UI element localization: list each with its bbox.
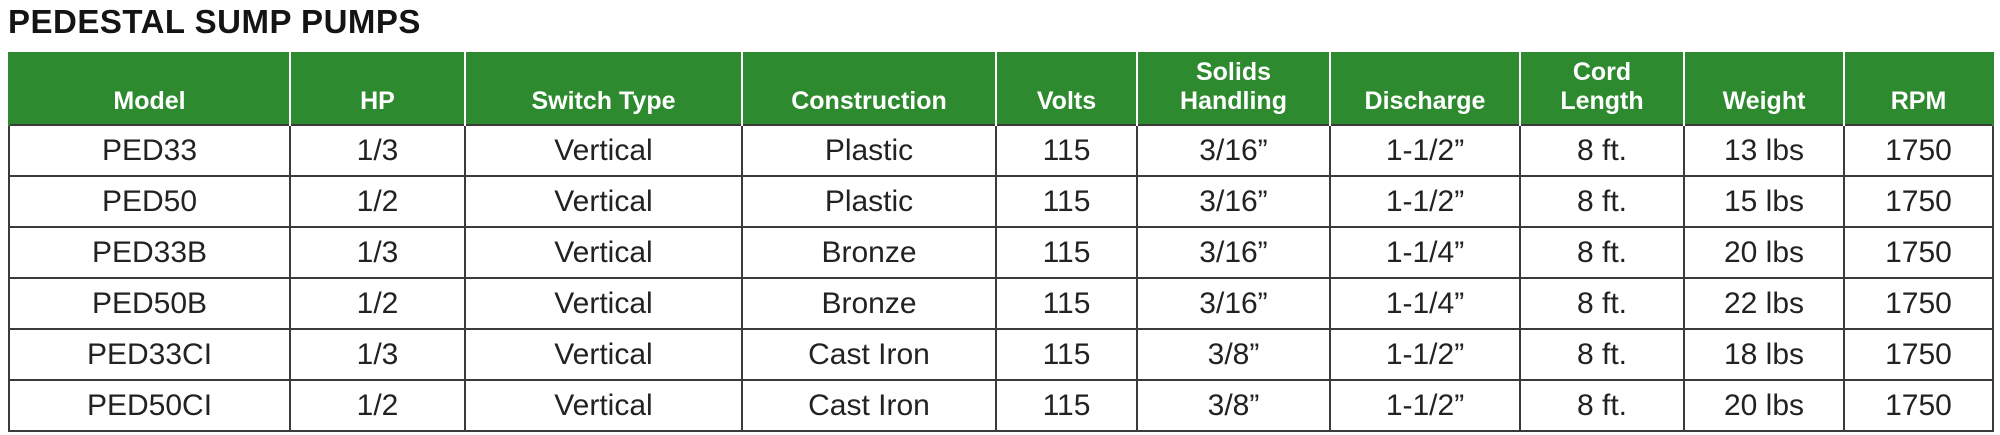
cell-rpm: 1750	[1843, 379, 1994, 432]
cell-construction: Plastic	[741, 124, 997, 177]
header-volts: Volts	[995, 52, 1138, 125]
cell-solids-handling: 3/8”	[1136, 379, 1331, 432]
cell-model: PED33B	[8, 226, 291, 279]
pump-spec-table: Model HP Switch Type Construction Volts …	[8, 52, 1994, 432]
cell-volts: 115	[995, 124, 1138, 177]
cell-switch-type: Vertical	[464, 226, 743, 279]
table-row: PED50 1/2 Vertical Plastic 115 3/16” 1-1…	[8, 175, 1994, 228]
cell-cord-length: 8 ft.	[1519, 328, 1685, 381]
cell-hp: 1/2	[289, 277, 466, 330]
cell-construction: Bronze	[741, 277, 997, 330]
cell-volts: 115	[995, 277, 1138, 330]
cell-hp: 1/2	[289, 379, 466, 432]
cell-construction: Plastic	[741, 175, 997, 228]
cell-discharge: 1-1/2”	[1329, 175, 1521, 228]
cell-switch-type: Vertical	[464, 379, 743, 432]
table-row: PED33 1/3 Vertical Plastic 115 3/16” 1-1…	[8, 124, 1994, 177]
header-cord-length: Cord Length	[1519, 52, 1685, 125]
cell-construction: Cast Iron	[741, 379, 997, 432]
page-title: PEDESTAL SUMP PUMPS	[8, 3, 421, 40]
header-hp: HP	[289, 52, 466, 125]
cell-cord-length: 8 ft.	[1519, 124, 1685, 177]
cell-weight: 20 lbs	[1683, 226, 1845, 279]
header-construction: Construction	[741, 52, 997, 125]
cell-rpm: 1750	[1843, 124, 1994, 177]
cell-weight: 13 lbs	[1683, 124, 1845, 177]
cell-switch-type: Vertical	[464, 277, 743, 330]
cell-solids-handling: 3/16”	[1136, 226, 1331, 279]
cell-discharge: 1-1/2”	[1329, 124, 1521, 177]
header-solids-handling: Solids Handling	[1136, 52, 1331, 125]
cell-switch-type: Vertical	[464, 175, 743, 228]
table-row: PED50CI 1/2 Vertical Cast Iron 115 3/8” …	[8, 379, 1994, 432]
cell-solids-handling: 3/16”	[1136, 175, 1331, 228]
cell-switch-type: Vertical	[464, 124, 743, 177]
cell-cord-length: 8 ft.	[1519, 277, 1685, 330]
cell-volts: 115	[995, 175, 1138, 228]
cell-model: PED50CI	[8, 379, 291, 432]
cell-volts: 115	[995, 379, 1138, 432]
cell-hp: 1/3	[289, 124, 466, 177]
cell-cord-length: 8 ft.	[1519, 379, 1685, 432]
cell-rpm: 1750	[1843, 328, 1994, 381]
cell-discharge: 1-1/2”	[1329, 379, 1521, 432]
cell-weight: 22 lbs	[1683, 277, 1845, 330]
table-row: PED50B 1/2 Vertical Bronze 115 3/16” 1-1…	[8, 277, 1994, 330]
cell-discharge: 1-1/4”	[1329, 226, 1521, 279]
table-header-row: Model HP Switch Type Construction Volts …	[8, 52, 1994, 125]
table-row: PED33B 1/3 Vertical Bronze 115 3/16” 1-1…	[8, 226, 1994, 279]
header-rpm: RPM	[1843, 52, 1994, 125]
cell-solids-handling: 3/16”	[1136, 277, 1331, 330]
cell-cord-length: 8 ft.	[1519, 226, 1685, 279]
cell-weight: 18 lbs	[1683, 328, 1845, 381]
cell-solids-handling: 3/8”	[1136, 328, 1331, 381]
cell-rpm: 1750	[1843, 175, 1994, 228]
cell-hp: 1/2	[289, 175, 466, 228]
header-switch-type: Switch Type	[464, 52, 743, 125]
cell-model: PED50	[8, 175, 291, 228]
cell-switch-type: Vertical	[464, 328, 743, 381]
cell-hp: 1/3	[289, 328, 466, 381]
cell-rpm: 1750	[1843, 277, 1994, 330]
cell-model: PED33CI	[8, 328, 291, 381]
cell-rpm: 1750	[1843, 226, 1994, 279]
cell-weight: 20 lbs	[1683, 379, 1845, 432]
cell-construction: Bronze	[741, 226, 997, 279]
cell-cord-length: 8 ft.	[1519, 175, 1685, 228]
cell-construction: Cast Iron	[741, 328, 997, 381]
table-row: PED33CI 1/3 Vertical Cast Iron 115 3/8” …	[8, 328, 1994, 381]
cell-discharge: 1-1/2”	[1329, 328, 1521, 381]
cell-model: PED33	[8, 124, 291, 177]
header-weight: Weight	[1683, 52, 1845, 125]
cell-volts: 115	[995, 226, 1138, 279]
cell-model: PED50B	[8, 277, 291, 330]
header-model: Model	[8, 52, 291, 125]
cell-hp: 1/3	[289, 226, 466, 279]
cell-volts: 115	[995, 328, 1138, 381]
cell-solids-handling: 3/16”	[1136, 124, 1331, 177]
cell-discharge: 1-1/4”	[1329, 277, 1521, 330]
header-discharge: Discharge	[1329, 52, 1521, 125]
cell-weight: 15 lbs	[1683, 175, 1845, 228]
